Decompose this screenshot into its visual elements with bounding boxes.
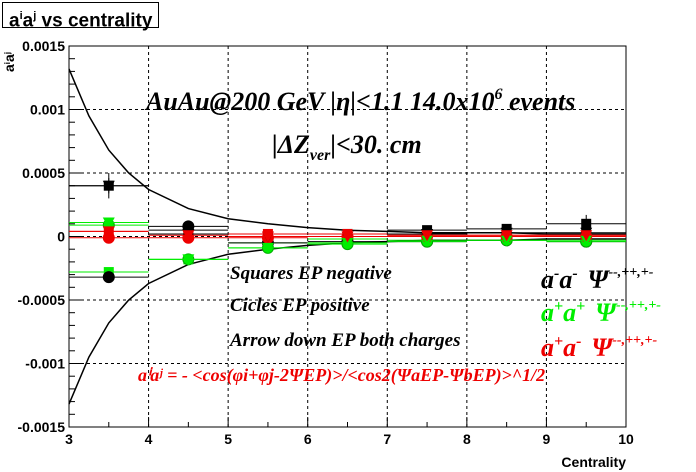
- x-tick-label: 4: [145, 431, 153, 447]
- title-s2: j: [33, 10, 37, 22]
- data-point-triangle: [182, 230, 195, 242]
- data-point-triangle: [102, 226, 115, 238]
- data-point-triangle: [102, 180, 115, 192]
- title-a1: a: [9, 10, 20, 32]
- legend-text-1: Squares EP negative: [230, 263, 392, 284]
- y-tick-label: 0.001: [30, 102, 65, 118]
- data-point-circle: [102, 271, 115, 284]
- series-green-arrows: [69, 217, 626, 266]
- svg-text:a+a+Ψ--,++,+-: a+a+ Ψ--,++,+-: [541, 298, 661, 327]
- charge-label-3: a+a- Ψ--,++,+-: [541, 333, 658, 362]
- x-tick-label: 5: [224, 431, 232, 447]
- svg-text:a+a-Ψ--,++,+-: a+a- Ψ--,++,+-: [541, 333, 658, 362]
- series-red-arrows: [69, 226, 626, 243]
- charge-label-2: a+a+ Ψ--,++,+-: [541, 298, 661, 327]
- title-rest: vs centrality: [36, 10, 153, 32]
- y-tick-label: -0.0015: [18, 419, 66, 435]
- data-point-triangle: [500, 230, 513, 242]
- data-point-triangle: [421, 230, 434, 242]
- data-point-triangle: [341, 231, 354, 243]
- x-tick-label: 8: [463, 431, 471, 447]
- charge-label-1: a-a- Ψ--,++,+-: [541, 265, 654, 294]
- data-point-triangle: [341, 237, 354, 249]
- y-tick-label: 0.0005: [22, 165, 65, 181]
- title-s1: i: [19, 10, 23, 22]
- legend-text-2: Cicles EP positive: [230, 295, 370, 316]
- data-layer: [69, 173, 626, 284]
- x-tick-label: 3: [65, 431, 73, 447]
- y-tick-label: 0: [57, 229, 65, 245]
- data-point-triangle: [580, 230, 593, 242]
- y-axis-title: aiaj: [1, 52, 17, 72]
- x-axis-title: Centrality: [561, 454, 626, 470]
- annotation-line2: |ΔZver|<30. cm: [272, 130, 422, 164]
- data-point-triangle: [102, 217, 115, 229]
- x-tick-label: 10: [618, 431, 634, 447]
- x-tick-label: 9: [543, 431, 551, 447]
- legend-text-3: Arrow down EP both charges: [229, 330, 461, 351]
- data-point-triangle: [182, 254, 195, 266]
- annotation-line1: AuAu@200 GeV |η|<1.1 14.0x106 events: [144, 86, 575, 116]
- title-a2: a: [22, 10, 34, 32]
- svg-text:a-a-Ψ--,++,+-: a-a- Ψ--,++,+-: [541, 265, 654, 294]
- x-tick-label: 7: [383, 431, 391, 447]
- chart-title: aiaj vs centrality: [2, 2, 160, 32]
- formula-text: aⁱaʲ = - <cos(φi+φj-2ΨEP)>/<cos2(ΨaEP-Ψb…: [138, 365, 545, 386]
- data-point-triangle: [261, 231, 274, 243]
- data-point-triangle: [261, 242, 274, 254]
- data-point-square: [581, 218, 592, 229]
- y-tick-label: -0.0005: [18, 292, 66, 308]
- x-tick-label: 6: [304, 431, 312, 447]
- y-tick-label: -0.001: [25, 356, 65, 372]
- y-tick-label: 0.0015: [22, 38, 65, 54]
